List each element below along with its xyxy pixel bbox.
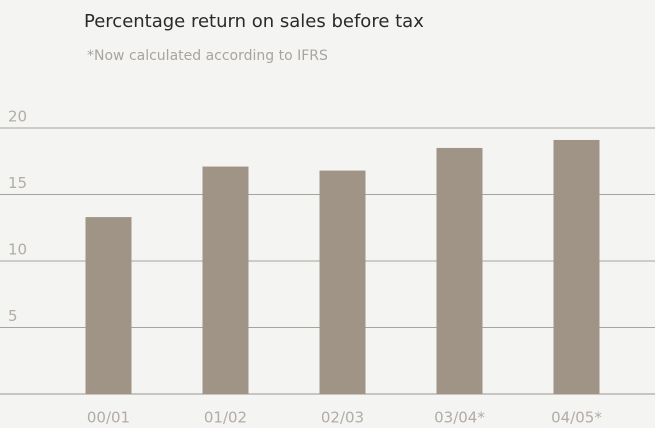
x-tick-label: 03/04* bbox=[434, 409, 485, 427]
y-tick-label: 15 bbox=[8, 174, 27, 192]
x-tick-label: 04/05* bbox=[551, 409, 602, 427]
x-tick-label: 00/01 bbox=[87, 409, 130, 427]
bar bbox=[436, 147, 483, 394]
chart-title: Percentage return on sales before tax bbox=[84, 11, 424, 32]
bar bbox=[85, 217, 132, 394]
bar bbox=[319, 170, 366, 394]
y-tick-label: 10 bbox=[8, 241, 27, 259]
x-tick-label: 02/03 bbox=[321, 409, 364, 427]
y-tick-label: 20 bbox=[8, 108, 27, 126]
y-tick-label: 5 bbox=[8, 307, 18, 325]
x-tick-label: 01/02 bbox=[204, 409, 247, 427]
chart-subtitle: *Now calculated according to IFRS bbox=[87, 48, 328, 64]
bar bbox=[553, 139, 600, 394]
bar bbox=[202, 166, 249, 394]
